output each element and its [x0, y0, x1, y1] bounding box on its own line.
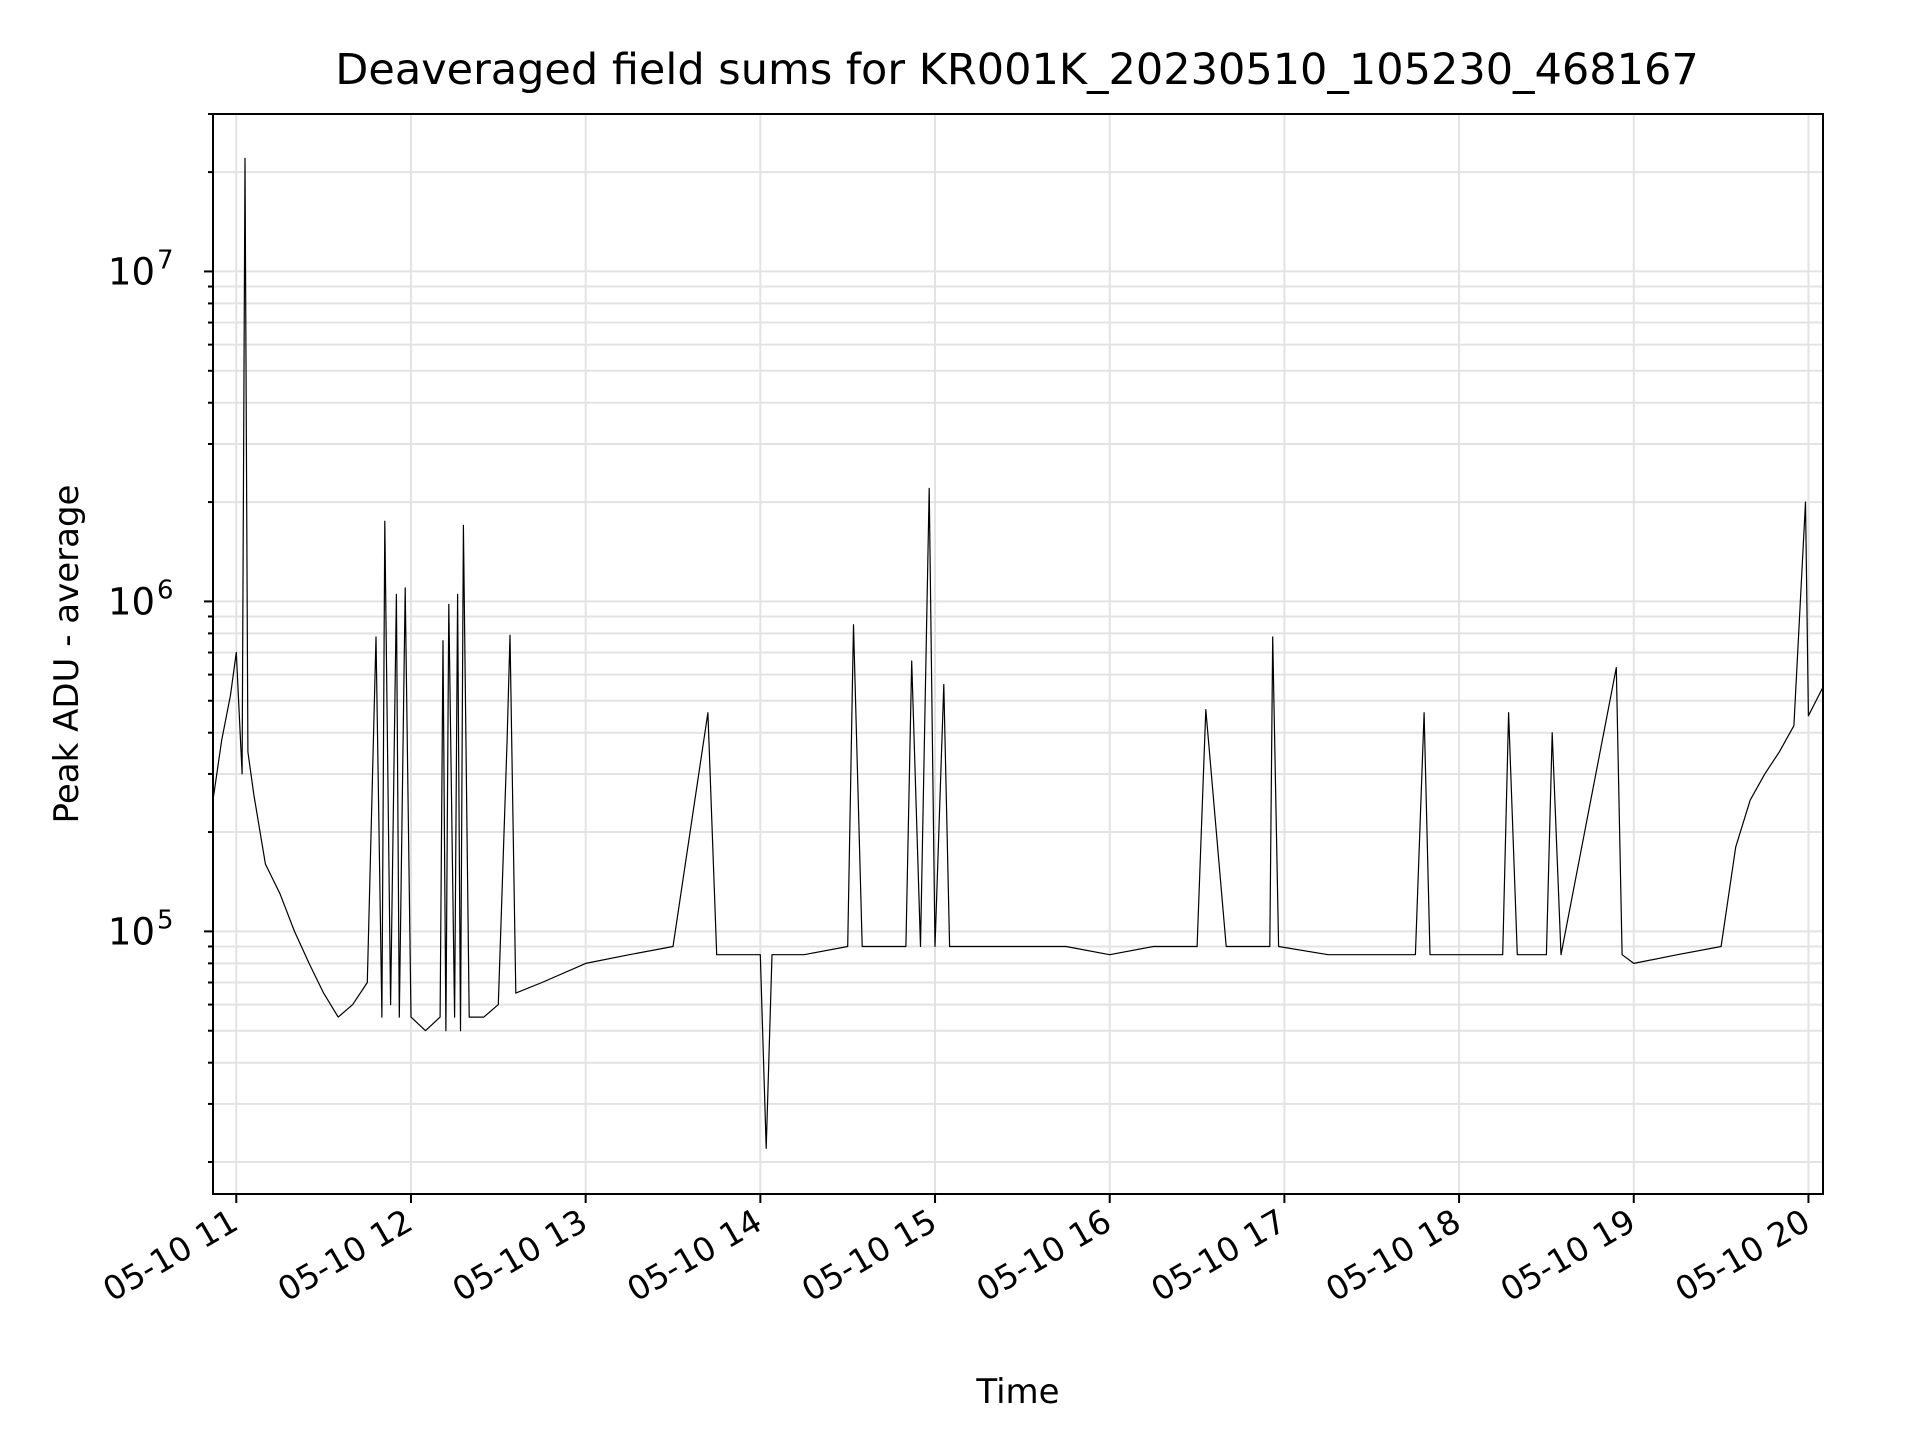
x-axis-label: Time	[975, 1372, 1059, 1412]
y-tick-exponent: 6	[157, 575, 174, 605]
y-axis-label: Peak ADU - average	[47, 485, 87, 824]
y-tick-exponent: 5	[157, 905, 174, 935]
chart-title: Deaveraged field sums for KR001K_2023051…	[335, 45, 1698, 95]
grid	[213, 113, 1823, 1194]
y-tick-exponent: 7	[157, 245, 174, 275]
series-line	[212, 157, 1824, 1149]
y-tick-label: 10	[108, 580, 155, 623]
plot-frame	[212, 113, 1824, 1195]
y-tick-label: 10	[108, 250, 155, 293]
series-group	[212, 157, 1824, 1149]
y-tick-label: 10	[108, 910, 155, 953]
